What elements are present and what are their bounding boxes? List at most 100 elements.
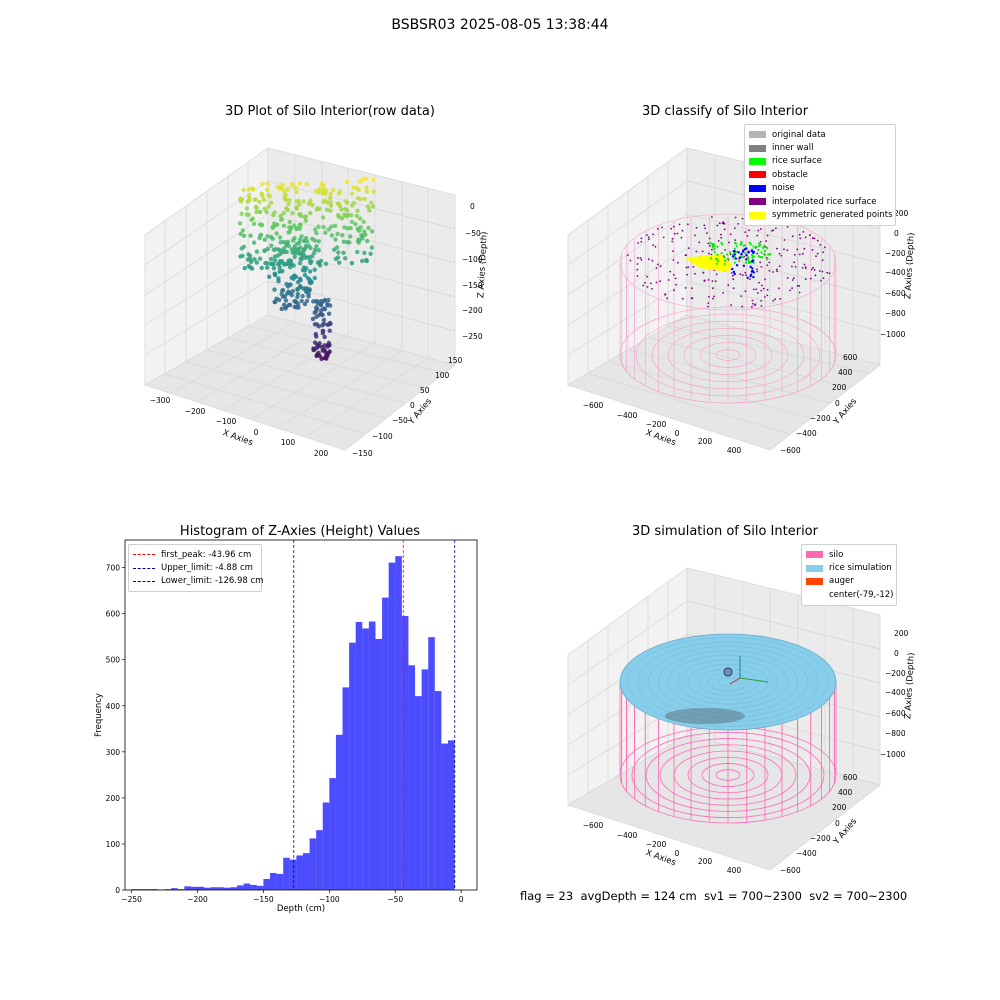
- raw-point: [326, 311, 332, 316]
- raw-point: [272, 254, 278, 259]
- histogram-bar: [335, 734, 343, 890]
- interpolated-point: [723, 228, 726, 231]
- interpolated-point: [686, 273, 688, 276]
- raw-point: [320, 190, 325, 195]
- classify-ztick: −600: [885, 289, 906, 298]
- raw-point: [363, 232, 368, 237]
- rice-surface-point: [709, 241, 712, 244]
- rice-surface-point: [720, 252, 723, 255]
- noise-point: [750, 249, 753, 252]
- rice-surface-point: [749, 260, 752, 264]
- rice-surface-point: [713, 250, 716, 254]
- rice-surface-point: [760, 256, 764, 259]
- interpolated-point: [707, 302, 710, 304]
- sim-xtick: 400: [727, 866, 742, 875]
- interpolated-point: [762, 287, 765, 290]
- raw-ztick: −100: [462, 255, 483, 264]
- rice-surface-point: [747, 259, 750, 262]
- raw-point: [244, 212, 250, 217]
- interpolated-point: [766, 234, 769, 237]
- raw-x-axis-label: X Axies: [221, 428, 254, 448]
- histogram-bar: [428, 637, 435, 890]
- raw-point: [257, 256, 263, 261]
- rice-surface-point: [733, 261, 736, 264]
- raw-point: [254, 209, 259, 215]
- interpolated-point: [678, 223, 681, 226]
- interpolated-point: [802, 252, 804, 255]
- histogram-bar: [270, 872, 277, 890]
- raw-point: [272, 287, 277, 292]
- raw-point: [251, 240, 257, 245]
- noise-point: [731, 255, 735, 258]
- raw-point: [365, 204, 371, 209]
- histogram-bar: [243, 883, 251, 890]
- raw-point: [301, 199, 306, 204]
- raw-point: [290, 211, 295, 216]
- raw-point: [276, 276, 281, 281]
- interpolated-point: [675, 283, 677, 286]
- raw-point: [262, 237, 267, 242]
- sim-xtick: 200: [698, 857, 713, 866]
- raw-point: [321, 317, 327, 323]
- raw-point: [282, 262, 287, 267]
- interpolated-point: [695, 250, 698, 253]
- histogram-bar: [441, 743, 448, 890]
- noise-point: [752, 275, 755, 279]
- rice-surface-point: [746, 257, 749, 260]
- interpolated-point: [672, 259, 675, 261]
- interpolated-point: [812, 266, 814, 269]
- rice-surface-point: [757, 242, 760, 245]
- interpolated-point: [803, 263, 806, 266]
- interpolated-point: [626, 254, 629, 256]
- raw-point: [356, 237, 361, 242]
- interpolated-point: [816, 252, 819, 255]
- interpolated-point: [704, 227, 707, 230]
- raw-point: [339, 207, 344, 212]
- interpolated-point: [673, 232, 676, 235]
- raw-point: [303, 289, 309, 294]
- raw-point: [314, 334, 319, 339]
- classify-plot-title: 3D classify of Silo Interior: [641, 104, 809, 119]
- raw-point: [320, 312, 325, 318]
- raw-point: [370, 204, 376, 209]
- interpolated-point: [732, 274, 734, 277]
- raw-point: [297, 237, 303, 242]
- raw-point: [280, 248, 286, 254]
- raw-point: [272, 210, 277, 215]
- interpolated-point: [766, 264, 769, 267]
- sim-ytick: −200: [810, 834, 831, 843]
- raw-point: [320, 182, 325, 188]
- histogram-bar: [309, 838, 317, 890]
- interpolated-point: [651, 259, 654, 262]
- interpolated-point: [717, 240, 720, 242]
- sim-ztick: 200: [894, 629, 909, 638]
- sim-ztick: −1000: [880, 750, 906, 759]
- classify-ztick: 0: [894, 229, 899, 238]
- raw-point: [241, 244, 247, 249]
- rice-surface-point: [735, 245, 738, 248]
- sim-ztick: 0: [894, 649, 899, 658]
- noise-point: [749, 274, 752, 278]
- rice-surface-point: [734, 241, 737, 244]
- interpolated-point: [813, 237, 816, 240]
- interpolated-point: [751, 299, 754, 302]
- legend-item-auger: auger: [806, 575, 892, 588]
- interpolated-point: [723, 223, 725, 225]
- raw-point: [369, 245, 375, 250]
- silo-floor-ring: [701, 763, 755, 787]
- histogram-bar: [223, 887, 231, 890]
- interpolated-point: [707, 242, 710, 245]
- histogram-bar: [151, 889, 158, 890]
- histogram-bar: [362, 628, 369, 890]
- raw-point-cloud: [237, 176, 376, 361]
- noise-point: [747, 250, 750, 253]
- histogram-bar: [144, 889, 152, 890]
- interpolated-point: [778, 252, 781, 255]
- raw-point: [293, 250, 298, 256]
- raw-point: [298, 222, 303, 227]
- raw-3d-axes-box: [144, 147, 456, 451]
- raw-point: [341, 250, 346, 255]
- raw-point: [280, 182, 285, 187]
- interpolated-point: [778, 265, 781, 268]
- raw-point: [360, 258, 365, 264]
